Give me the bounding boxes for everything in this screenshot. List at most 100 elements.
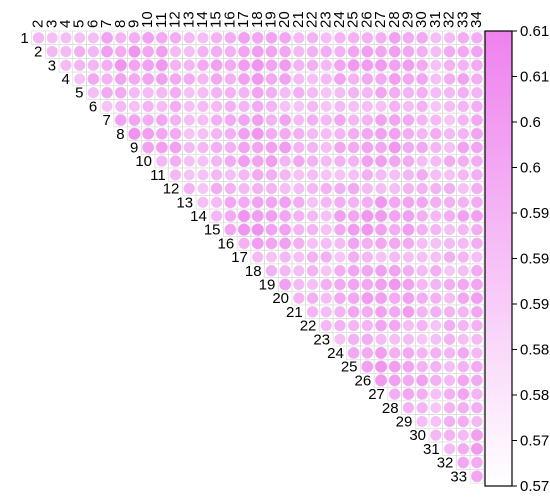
circle-7-8 <box>114 114 127 127</box>
circle-4-14 <box>197 73 209 85</box>
circle-5-27 <box>375 86 388 99</box>
col-label-22: 22 <box>304 11 321 28</box>
circle-9-14 <box>197 141 209 154</box>
circle-8-21 <box>293 127 305 140</box>
circle-13-18 <box>251 196 264 209</box>
row-label-2: 2 <box>34 44 42 61</box>
circle-4-18 <box>251 72 264 86</box>
circle-2-33 <box>457 45 470 58</box>
circle-18-24 <box>334 264 346 277</box>
circle-4-16 <box>224 73 237 85</box>
row-label-33: 33 <box>450 468 467 485</box>
circle-4-15 <box>210 73 223 85</box>
circle-30-31 <box>430 429 442 441</box>
circle-14-28 <box>388 209 401 222</box>
circle-4-8 <box>114 72 127 85</box>
circle-5-15 <box>210 86 223 99</box>
circle-12-17 <box>238 182 250 195</box>
circle-24-27 <box>374 346 388 360</box>
circle-8-19 <box>265 127 278 140</box>
circle-14-25 <box>347 210 360 222</box>
circle-10-31 <box>430 155 442 167</box>
circle-15-28 <box>388 223 401 236</box>
circle-10-26 <box>361 155 374 168</box>
circle-15-22 <box>306 223 319 236</box>
circle-11-29 <box>402 169 415 181</box>
circle-1-12 <box>169 31 182 44</box>
circle-3-32 <box>443 59 456 72</box>
col-label-21: 21 <box>290 11 307 28</box>
circle-5-12 <box>169 86 182 99</box>
circle-25-26 <box>361 360 374 373</box>
circle-3-5 <box>73 59 86 71</box>
circle-2-27 <box>375 45 388 58</box>
circle-4-26 <box>361 73 374 85</box>
col-label-13: 13 <box>180 11 197 28</box>
row-label-9: 9 <box>130 139 138 156</box>
circle-20-22 <box>306 292 319 304</box>
circle-11-14 <box>197 169 209 181</box>
circle-17-29 <box>402 251 415 263</box>
circle-6-17 <box>238 100 250 113</box>
circle-12-28 <box>389 182 401 195</box>
circle-1-9 <box>128 32 141 44</box>
circle-9-15 <box>210 141 223 154</box>
circle-6-31 <box>430 100 442 112</box>
circle-17-30 <box>416 251 428 263</box>
circle-10-25 <box>347 155 360 167</box>
circle-10-24 <box>334 155 346 167</box>
colorbar-gradient <box>484 30 513 487</box>
circle-16-28 <box>388 237 401 250</box>
circle-29-34 <box>471 415 483 428</box>
circle-3-9 <box>128 59 141 72</box>
circle-20-27 <box>374 292 388 305</box>
circle-1-16 <box>224 31 237 44</box>
row-label-24: 24 <box>327 345 344 362</box>
circle-27-33 <box>457 388 470 401</box>
circle-8-14 <box>197 128 209 140</box>
circle-27-28 <box>388 388 401 400</box>
circle-20-26 <box>361 292 374 305</box>
row-label-32: 32 <box>437 455 454 472</box>
circle-17-31 <box>430 251 442 263</box>
circle-6-16 <box>224 100 237 113</box>
circle-9-11 <box>155 141 168 154</box>
circle-18-29 <box>402 264 415 277</box>
circle-4-34 <box>471 73 483 85</box>
circle-19-27 <box>374 278 388 291</box>
circle-2-25 <box>347 45 360 58</box>
col-label-26: 26 <box>358 11 375 28</box>
col-label-5: 5 <box>71 20 88 28</box>
circle-2-7 <box>100 45 114 58</box>
colorbar-tick-label: 0.57 <box>520 478 549 495</box>
circle-17-22 <box>306 251 319 263</box>
circle-11-12 <box>169 169 182 181</box>
circle-16-17 <box>238 237 250 250</box>
circle-8-34 <box>470 127 483 140</box>
circle-15-27 <box>374 223 388 236</box>
circle-17-28 <box>389 251 401 263</box>
circle-33-34 <box>470 470 483 483</box>
circle-6-24 <box>334 100 346 112</box>
circle-13-15 <box>211 196 223 208</box>
circle-11-34 <box>471 169 483 181</box>
circle-21-31 <box>430 306 442 318</box>
circle-8-11 <box>155 127 168 140</box>
circle-7-17 <box>238 114 251 127</box>
circle-12-34 <box>471 182 483 195</box>
circle-22-24 <box>334 319 346 332</box>
circle-9-19 <box>265 141 278 154</box>
circle-8-10 <box>142 127 155 140</box>
circle-26-28 <box>388 374 401 387</box>
circle-2-5 <box>73 45 86 58</box>
circle-1-25 <box>347 32 360 44</box>
circle-12-33 <box>457 183 469 195</box>
circle-7-24 <box>334 114 346 126</box>
circle-28-31 <box>430 402 442 414</box>
circle-12-30 <box>416 182 428 195</box>
circle-12-15 <box>210 182 223 195</box>
circle-19-25 <box>347 278 360 291</box>
circle-24-30 <box>416 347 428 359</box>
circle-3-25 <box>347 59 360 72</box>
